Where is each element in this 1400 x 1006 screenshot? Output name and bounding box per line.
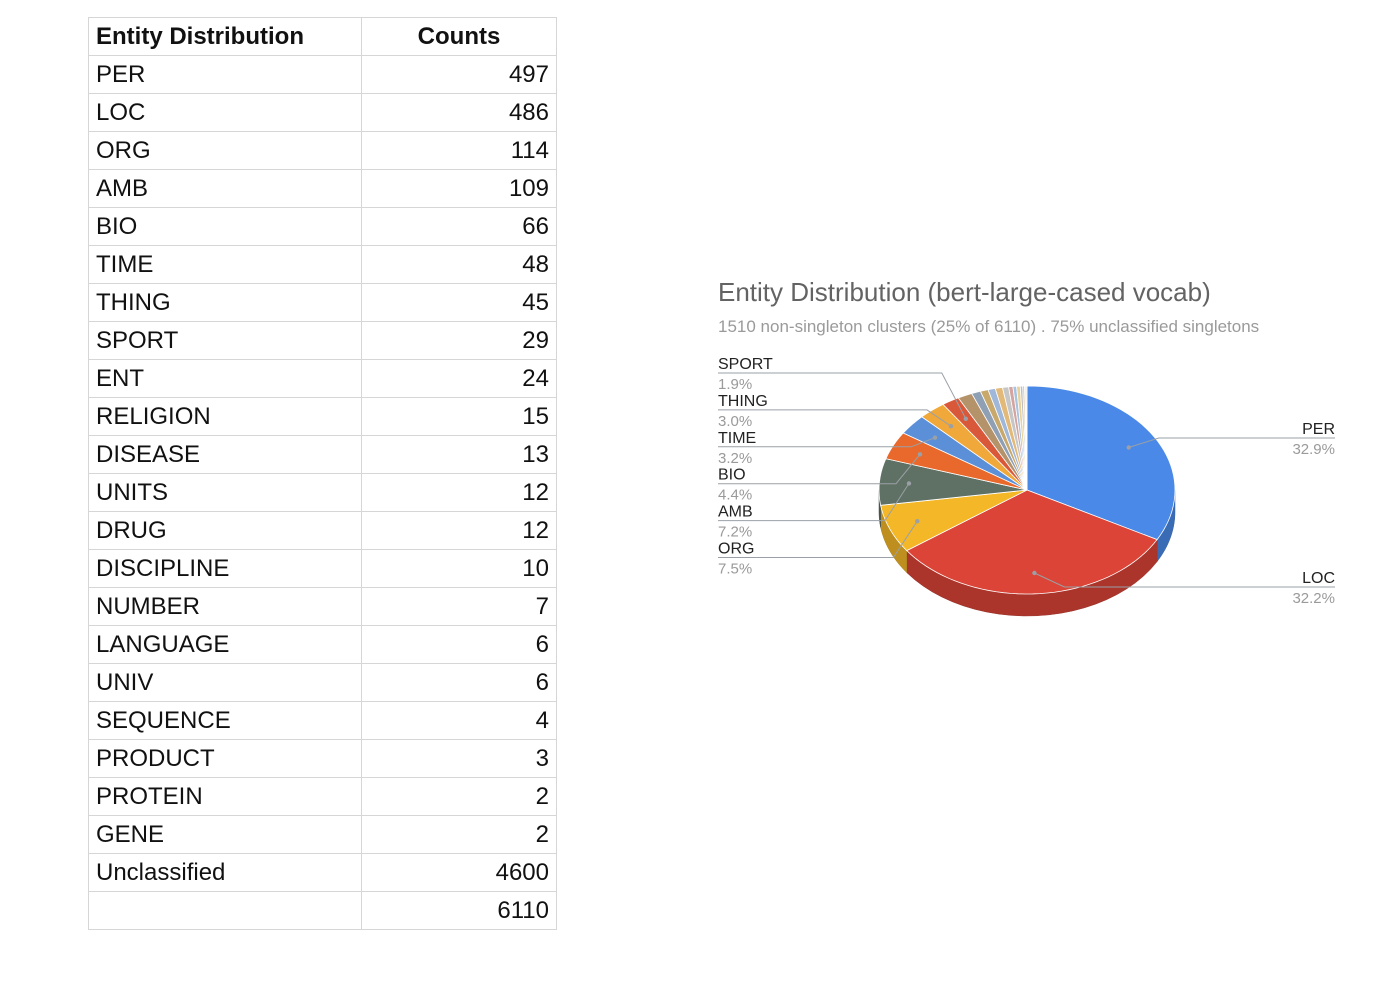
row-label: PER [88, 55, 362, 94]
pie-slice-amb [878, 458, 1028, 506]
label-loc: LOC [1302, 570, 1335, 587]
row-label: GENE [88, 815, 362, 854]
row-count: 2 [361, 777, 557, 816]
table-row: DRUG 12 [88, 511, 557, 550]
pie-slice-org [880, 489, 1028, 552]
label-pct-per: 32.9% [1292, 441, 1335, 458]
leader-line-loc [1034, 572, 1335, 588]
label-per: PER [1302, 421, 1335, 438]
label-pct-sport: 1.9% [718, 376, 752, 393]
row-label: DISCIPLINE [88, 549, 362, 588]
row-count: 486 [361, 93, 557, 132]
label-org: ORG [718, 541, 754, 558]
table-row: UNITS 12 [88, 473, 557, 512]
row-label: SPORT [88, 321, 362, 360]
leader-line-amb [718, 483, 910, 522]
header-entity-distribution: Entity Distribution [88, 17, 362, 56]
leader-line-thing [718, 409, 952, 427]
label-pct-loc: 32.2% [1292, 590, 1335, 607]
row-label: UNIV [88, 663, 362, 702]
row-label: BIO [88, 207, 362, 246]
table-row: DISEASE 13 [88, 435, 557, 474]
row-count: 15 [361, 397, 557, 436]
label-bio: BIO [718, 467, 746, 484]
row-label: PRODUCT [88, 739, 362, 778]
pie-slice-gene [1025, 385, 1028, 491]
row-label: DISEASE [88, 435, 362, 474]
row-count: 2 [361, 815, 557, 854]
label-pct-thing: 3.0% [718, 413, 752, 430]
table-row: GENE 2 [88, 815, 557, 854]
table-row: 6110 [88, 891, 557, 930]
table-row: AMB 109 [88, 169, 557, 208]
row-count: 4 [361, 701, 557, 740]
label-thing: THING [718, 393, 768, 410]
table-body: PER 497 LOC 486 ORG 114 AMB 109 BIO 66 TIME 48 THING… [88, 55, 557, 930]
row-count: 29 [361, 321, 557, 360]
leader-line-sport [718, 372, 967, 420]
leader-line-time [718, 437, 936, 448]
table-row: NUMBER 7 [88, 587, 557, 626]
pie-slice-per [1026, 385, 1176, 541]
pie-slice-bio [885, 432, 1028, 491]
row-count: 4600 [361, 853, 557, 892]
row-label: RELIGION [88, 397, 362, 436]
header-counts: Counts [361, 17, 557, 56]
row-count: 66 [361, 207, 557, 246]
label-pct-bio: 4.4% [718, 487, 752, 504]
pie-top-group [878, 385, 1176, 595]
row-label: DRUG [88, 511, 362, 550]
row-count: 7 [361, 587, 557, 626]
leader-line-org [718, 520, 918, 558]
leader-line-per [1128, 437, 1335, 448]
label-pct-amb: 7.2% [718, 524, 752, 541]
row-count: 6 [361, 663, 557, 702]
table-row: BIO 66 [88, 207, 557, 246]
entity-table: Entity Distribution Counts PER 497 LOC 486 O… [88, 17, 557, 930]
row-count: 109 [361, 169, 557, 208]
label-time: TIME [718, 430, 756, 447]
label-pct-org: 7.5% [718, 561, 752, 578]
leader-line-bio [718, 453, 921, 485]
row-label [88, 891, 362, 930]
table-row: UNIV 6 [88, 663, 557, 702]
table-row: ENT 24 [88, 359, 557, 398]
row-count: 6 [361, 625, 557, 664]
label-pct-time: 3.2% [718, 450, 752, 467]
table-row: RELIGION 15 [88, 397, 557, 436]
chart-title: Entity Distribution (bert-large-cased vo… [718, 277, 1211, 307]
pie-labels-group: PER 32.9% LOC 32.2% ORG 7.5% AMB 7.2% BIO 4.4% TIM… [718, 356, 1335, 607]
row-count: 13 [361, 435, 557, 474]
label-amb: AMB [718, 504, 753, 521]
chart-subtitle: 1510 non-singleton clusters (25% of 6110… [718, 317, 1260, 336]
table-row: THING 45 [88, 283, 557, 322]
pie-slice-loc [906, 489, 1158, 595]
row-count: 6110 [361, 891, 557, 930]
table-row: SPORT 29 [88, 321, 557, 360]
table-row: TIME 48 [88, 245, 557, 284]
table-row: Unclassified 4600 [88, 853, 557, 892]
table-row: PRODUCT 3 [88, 739, 557, 778]
table-header-row: Entity Distribution Counts [88, 17, 557, 56]
label-sport: SPORT [718, 356, 773, 373]
row-label: Unclassified [88, 853, 362, 892]
row-label: UNITS [88, 473, 362, 512]
